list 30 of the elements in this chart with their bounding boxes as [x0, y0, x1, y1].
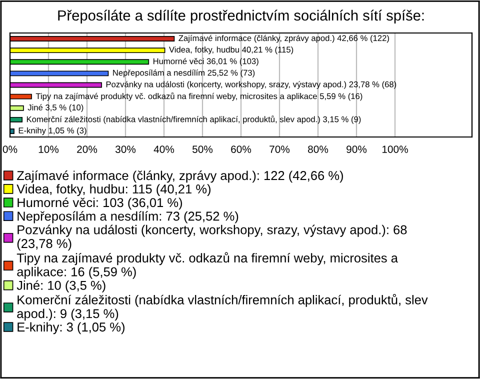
data-label: E-knihy 1,05 % (3): [18, 127, 86, 136]
legend-label: E-knihy: 3 (1,05 %): [18, 322, 124, 334]
data-label: Nepřeposílám a nesdílím 25,52 % (73): [113, 70, 255, 78]
x-tick-label: 70%: [270, 146, 290, 153]
chart-title: Přeposíláte a sdílíte prostřednictvím sociálních sítí spíše:: [58, 10, 424, 24]
x-tick-label: 20%: [77, 146, 98, 153]
data-label: Humorné věci 36,01 % (103): [153, 58, 258, 66]
legend-label: Nepřeposílám a nesdílím: 73 (25,52 %): [18, 211, 238, 224]
x-tick-label: 0%: [2, 146, 18, 153]
x-tick-label: 10%: [38, 146, 59, 153]
legend-label: Komerční záležitosti (nabídka vlastních/firemních aplikací, produktů, slev apod.): 9 (3,15 %): [17, 294, 428, 321]
data-label: Jiné 3,5 % (10): [28, 104, 84, 112]
data-label: Komerční záležitosti (nabídka vlastních/firemních aplikací, produktů, slev apod.) 3,15 % (9): [26, 115, 361, 124]
x-tick-label: 30%: [115, 146, 136, 153]
legend-label: Humorné věci: 103 (36,01 %): [18, 198, 182, 210]
legend-label: Zajímavé informace (články, zprávy apod.): 122 (42,66 %): [17, 170, 343, 183]
x-tick-label: 40%: [154, 146, 174, 153]
legend-label: Videa, fotky, hudbu: 115 (40,21 %): [16, 184, 210, 196]
x-tick-label: 60%: [231, 146, 252, 153]
data-label: Videa, fotky, hudbu 40,21 % (115): [169, 46, 294, 54]
data-label: Pozvánky na události (koncerty, workshopy, srazy, výstavy apod.) 23,78 % (68): [106, 81, 396, 89]
x-tick-label: 50%: [192, 146, 213, 153]
data-label: Tipy na zajímavé produkty vč. odkazů na firemní weby, microsites a aplikace 5,59 % (16): [36, 92, 362, 101]
x-tick-label: 80%: [308, 146, 328, 153]
x-tick-label: 100%: [382, 146, 408, 153]
legend-label: Jiné: 10 (3,5 %): [16, 280, 106, 292]
legend-label: Tipy na zajímavé produkty vč. odkazů na firemní weby, microsites a aplikace: 16 (5,59 %): [16, 252, 398, 279]
data-label: Zajímavé informace (články, zprávy apod.) 42,66 % (122): [178, 34, 389, 43]
x-tick-label: 90%: [346, 146, 367, 153]
legend-label: Pozvánky na události (koncerty, workshopy, srazy, výstavy apod.): 68 (23,78 %): [17, 224, 407, 251]
